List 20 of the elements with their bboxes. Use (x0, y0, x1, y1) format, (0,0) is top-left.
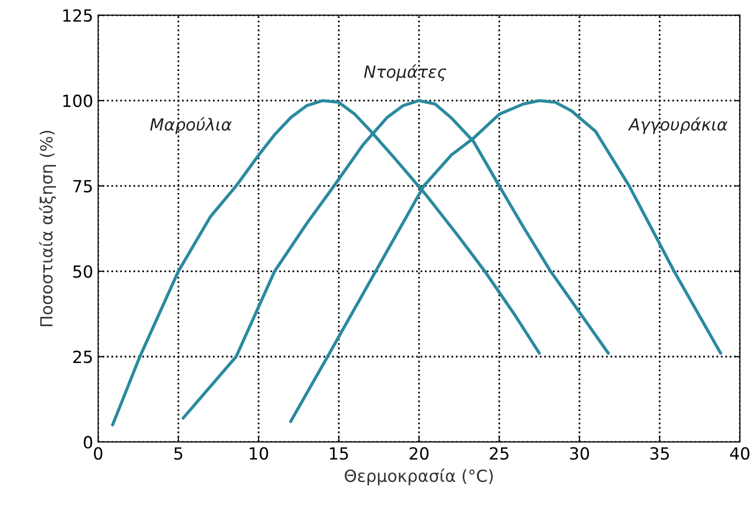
y-tick-label: 50 (73, 265, 92, 278)
y-tick-label: 0 (84, 436, 92, 449)
x-tick-label: 20 (410, 447, 429, 460)
y-tick-label: 75 (73, 180, 92, 192)
y-tick-label: 100 (63, 94, 92, 108)
y-axis-title: Ποσοστιαία αύξηση (%) (39, 130, 56, 326)
x-tick-label: 35 (650, 447, 669, 460)
x-tick-label: 15 (330, 447, 348, 460)
x-tick-label: 5 (174, 447, 182, 460)
y-tick-label: 25 (73, 350, 92, 364)
x-tick-label: 25 (490, 447, 508, 460)
series-label: Ντομάτες (364, 64, 446, 82)
series-label: Αγγουράκια (628, 117, 728, 134)
x-tick-label: 40 (730, 447, 750, 460)
x-axis-title: Θερμοκρασία (°C) (344, 468, 493, 486)
text: Μαρούλια (150, 117, 232, 134)
x-tick-label: 30 (570, 447, 589, 460)
x-tick-label: 10 (250, 447, 268, 460)
y-tick-label: 125 (63, 9, 92, 22)
x-tick-label: 0 (94, 447, 102, 460)
